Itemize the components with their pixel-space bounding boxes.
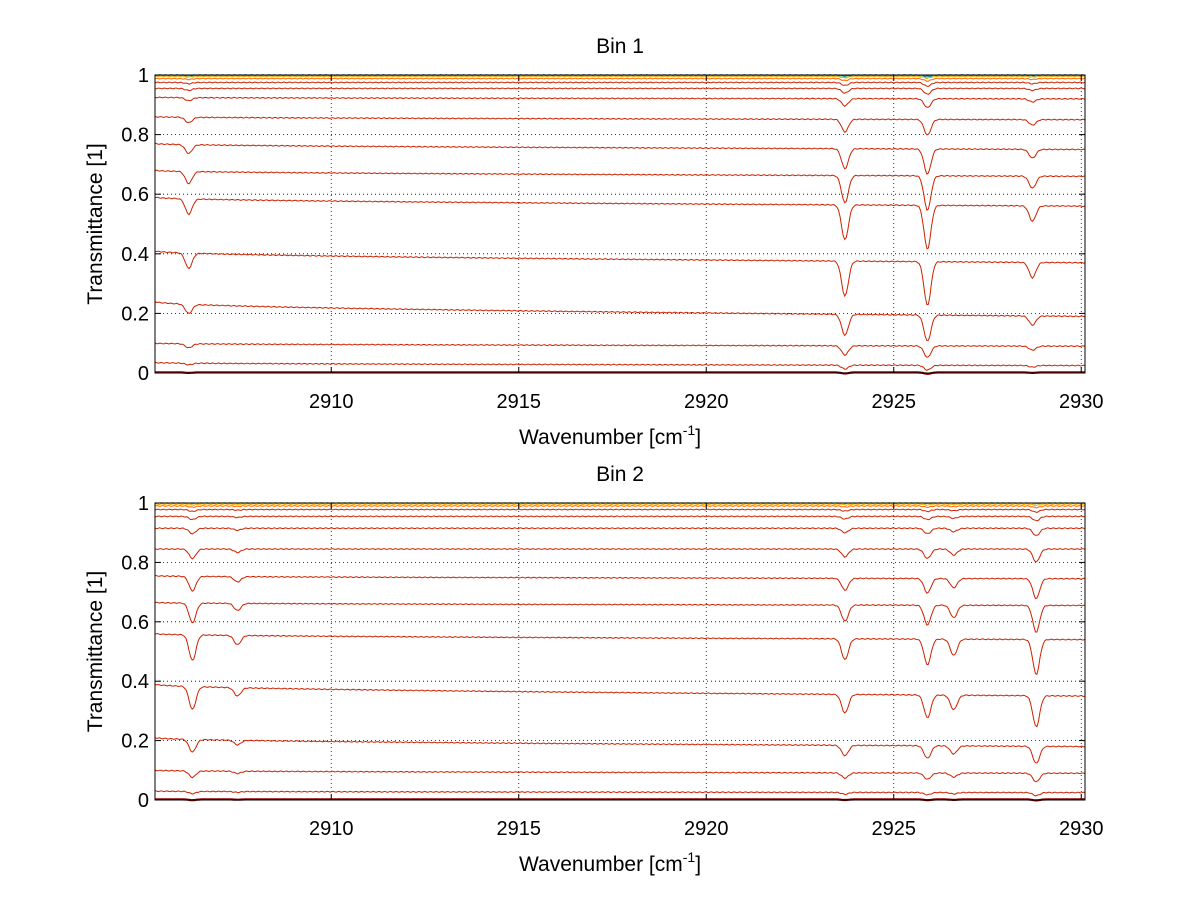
- x-tick-label: 2910: [309, 818, 354, 840]
- y-tick-label: 1: [138, 493, 149, 515]
- x-tick-label: 2910: [309, 391, 354, 413]
- chart-bin-2: 2910 2915 2920 2925 2930 0 0.2 0.4 0.6 0.8 1 Bin 2 W…: [84, 463, 1104, 876]
- axes-box: [154, 74, 1086, 374]
- y-tick-label: 0.2: [121, 731, 149, 753]
- series-line: [155, 503, 1085, 507]
- y-axis-label: Transmittance [1]: [84, 571, 107, 732]
- x-tick-label: 2925: [872, 818, 917, 840]
- series-line: [155, 87, 1085, 95]
- x-tick-label: 2915: [497, 818, 542, 840]
- series-line: [155, 142, 1085, 175]
- series-group: [155, 502, 1085, 802]
- series-line: [155, 75, 1085, 80]
- series-line: [155, 790, 1085, 797]
- series-line: [155, 633, 1085, 676]
- x-axis-label: Wavenumber [cm-1]: [519, 422, 701, 449]
- y-tick-label: 0: [138, 363, 149, 385]
- series-line: [155, 342, 1085, 358]
- x-tick-label: 2920: [684, 818, 729, 840]
- series-line: [155, 683, 1085, 728]
- series-line: [155, 81, 1085, 88]
- x-axis-label: Wavenumber [cm-1]: [519, 849, 701, 876]
- series-line: [155, 361, 1085, 371]
- series-line: [155, 250, 1085, 306]
- series-line: [155, 601, 1085, 633]
- series-group: [155, 74, 1085, 375]
- series-line: [155, 737, 1085, 764]
- x-tick-label: 2930: [1059, 818, 1104, 840]
- chart-title: Bin 2: [596, 463, 644, 486]
- chart-title: Bin 1: [596, 35, 644, 58]
- x-tick-label: 2925: [872, 391, 917, 413]
- series-line: [155, 169, 1085, 212]
- y-axis-label: Transmittance [1]: [84, 143, 107, 304]
- series-line: [155, 575, 1085, 600]
- y-tick-label: 0: [138, 790, 149, 812]
- y-tick-label: 0.8: [121, 552, 149, 574]
- series-line: [155, 96, 1085, 108]
- y-tick-label: 0.8: [121, 125, 149, 147]
- series-line: [155, 115, 1085, 136]
- chart-bin-1: 2910 2915 2920 2925 2930 0 0.2 0.4 0.6 0.8 1 Bin 1 W…: [84, 35, 1104, 449]
- y-tick-label: 1: [138, 65, 149, 87]
- series-line: [155, 196, 1085, 250]
- series-line: [155, 504, 1085, 509]
- series-line: [155, 77, 1085, 82]
- series-line: [155, 300, 1085, 341]
- series-line: [155, 548, 1085, 563]
- y-tick-label: 0.6: [121, 612, 149, 634]
- series-line: [155, 527, 1085, 536]
- series-line: [155, 508, 1085, 514]
- series-line: [155, 515, 1085, 522]
- x-tick-label: 2930: [1059, 391, 1104, 413]
- y-tick-label: 0.2: [121, 303, 149, 325]
- x-tick-label: 2915: [497, 391, 542, 413]
- series-line: [155, 769, 1085, 783]
- y-tick-label: 0.4: [121, 671, 149, 693]
- axes-box: [154, 502, 1086, 801]
- x-tick-label: 2920: [684, 391, 729, 413]
- y-tick-label: 0.6: [121, 184, 149, 206]
- y-tick-label: 0.4: [121, 244, 149, 266]
